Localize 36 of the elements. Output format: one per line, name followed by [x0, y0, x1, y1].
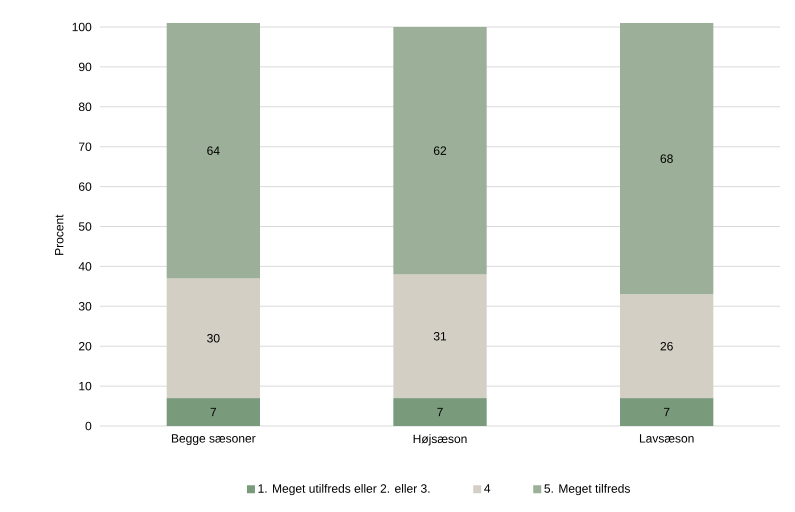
bar — [393, 274, 487, 398]
y-tick-label: 80 — [78, 102, 92, 112]
y-tick-label: 50 — [78, 222, 92, 231]
x-tick-label: Lavsæson — [640, 434, 694, 443]
y-tick-label: 60 — [79, 182, 92, 191]
legend-label: 4 — [484, 484, 490, 492]
legend-label: 1. Meget utilfreds eller 2. eller 3. — [258, 484, 430, 496]
x-tick-label: Højsæson — [414, 434, 467, 446]
y-tick-label: 10 — [79, 382, 92, 390]
bar — [166, 398, 260, 426]
y-tick-label: 40 — [78, 262, 92, 271]
data-label: 68 — [660, 154, 673, 163]
data-label: 62 — [434, 146, 446, 155]
data-label: 26 — [660, 342, 673, 350]
bar — [620, 294, 714, 398]
bar — [166, 278, 260, 398]
data-label: 7 — [437, 408, 443, 416]
bar — [393, 26, 487, 274]
legend-label: 5. Meget tilfreds — [544, 484, 630, 496]
y-tick-label: 70 — [79, 142, 92, 151]
bar — [166, 23, 260, 278]
y-tick-label: 30 — [78, 302, 92, 311]
data-label: 7 — [210, 408, 216, 416]
y-tick-label: 90 — [78, 62, 92, 72]
x-tick-label: Begge sæsoner — [172, 434, 256, 446]
bar — [620, 23, 714, 294]
y-tick-label: 0 — [86, 422, 92, 430]
bar — [393, 398, 487, 426]
data-label: 64 — [207, 146, 220, 155]
y-tick-label: 20 — [79, 342, 92, 350]
data-label: 7 — [664, 408, 670, 416]
bar — [620, 398, 714, 426]
y-tick-label: 100 — [72, 22, 92, 32]
data-label: 30 — [207, 334, 220, 342]
y-axis-title: Procent — [55, 214, 64, 255]
data-label: 31 — [434, 332, 446, 340]
